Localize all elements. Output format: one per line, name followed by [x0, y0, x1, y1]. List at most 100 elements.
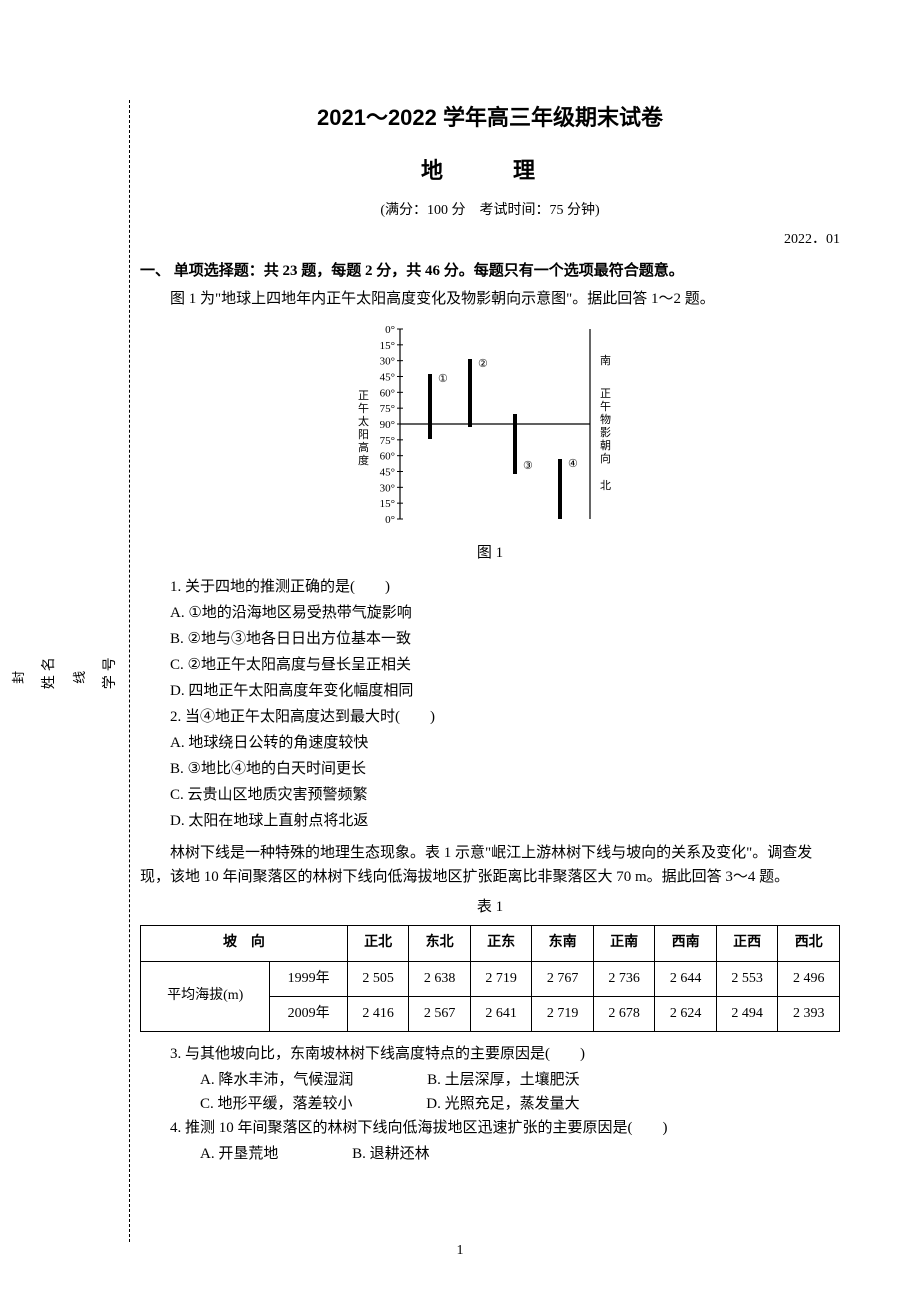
q2-option-b: B. ③地比④地的白天时间更长: [140, 757, 840, 781]
point-3-label: ③: [523, 460, 533, 472]
table-row: 平均海拔(m) 1999年 2 505 2 638 2 719 2 767 2 …: [141, 961, 840, 996]
svg-text:30°: 30°: [380, 482, 395, 494]
q3-options-row1: A. 降水丰沛，气候湿润 B. 土层深厚，土壤肥沃: [140, 1068, 840, 1092]
binding-seal-xian: 线: [70, 658, 91, 683]
ylabel-left-6: 度: [358, 453, 369, 467]
th-nw: 西北: [778, 926, 840, 961]
q3-option-b: B. 土层深厚，土壤肥沃: [397, 1068, 580, 1092]
figure1-intro: 图 1 为"地球上四地年内正午太阳高度变化及物影朝向示意图"。据此回答 1～2 …: [140, 287, 840, 311]
th-se: 东南: [532, 926, 594, 961]
ylabel-left-1: 正: [358, 390, 369, 402]
table1-caption: 表 1: [140, 895, 840, 919]
th-w: 正西: [716, 926, 778, 961]
q3-options-row2: C. 地形平缓，落差较小 D. 光照充足，蒸发量大: [140, 1092, 840, 1116]
passage-2: 林树下线是一种特殊的地理生态现象。表 1 示意"岷江上游林树下线与坡向的关系及变…: [140, 841, 840, 889]
table-header-row: 坡 向 正北 东北 正东 东南 正南 西南 正西 西北: [141, 926, 840, 961]
q1-option-b: B. ②地与③地各日日出方位基本一致: [140, 627, 840, 651]
td-cell: 2 553: [716, 961, 778, 996]
q1-option-d: D. 四地正午太阳高度年变化幅度相同: [140, 679, 840, 703]
svg-text:15°: 15°: [380, 340, 395, 352]
td-cell: 2 496: [778, 961, 840, 996]
ylabel-right-m1: 正: [600, 388, 611, 400]
td-cell: 2 505: [347, 961, 409, 996]
td-cell: 2 624: [655, 996, 717, 1031]
td-cell: 2 393: [778, 996, 840, 1031]
td-cell: 2 719: [532, 996, 594, 1031]
q1-option-a: A. ①地的沿海地区易受热带气旋影响: [140, 601, 840, 625]
td-cell: 2 638: [409, 961, 471, 996]
ylabel-left-3: 太: [358, 415, 369, 428]
td-cell: 2 644: [655, 961, 717, 996]
figure1-caption: 图 1: [140, 541, 840, 565]
td-cell: 2 494: [716, 996, 778, 1031]
th-s: 正南: [593, 926, 655, 961]
q1-option-c: C. ②地正午太阳高度与昼长呈正相关: [140, 653, 840, 677]
section-1-header: 一、 单项选择题：共 23 题，每题 2 分，共 46 分。每题只有一个选项最符…: [140, 259, 840, 283]
point-1-label: ①: [438, 373, 448, 385]
th-e: 正东: [470, 926, 532, 961]
svg-text:75°: 75°: [380, 403, 395, 415]
q3-stem: 3. 与其他坡向比，东南坡林树下线高度特点的主要原因是( ): [140, 1042, 840, 1066]
th-sw: 西南: [655, 926, 717, 961]
point-4-label: ④: [568, 458, 578, 470]
svg-text:30°: 30°: [380, 356, 395, 368]
q3-option-c: C. 地形平缓，落差较小: [170, 1092, 353, 1116]
svg-text:60°: 60°: [380, 387, 395, 399]
q4-options-row1: A. 开垦荒地 B. 退耕还林: [140, 1142, 840, 1166]
svg-text:0°: 0°: [385, 324, 395, 336]
ylabel-right-m6: 向: [600, 451, 611, 465]
th-aspect: 坡 向: [141, 926, 348, 961]
q2-stem: 2. 当④地正午太阳高度达到最大时( ): [140, 705, 840, 729]
page-number: 1: [0, 1240, 920, 1262]
ylabel-left-2: 午: [358, 402, 369, 415]
q2-option-c: C. 云贵山区地质灾害预警频繁: [140, 783, 840, 807]
q2-option-a: A. 地球绕日公转的角速度较快: [140, 731, 840, 755]
svg-text:90°: 90°: [380, 419, 395, 431]
ylabel-left-4: 阳: [358, 428, 369, 441]
td-cell: 2 416: [347, 996, 409, 1031]
td-cell: 2 641: [470, 996, 532, 1031]
q4-option-b: B. 退耕还林: [322, 1142, 430, 1166]
th-n: 正北: [347, 926, 409, 961]
td-year-1999: 1999年: [270, 961, 347, 996]
svg-text:15°: 15°: [380, 498, 395, 510]
q4-stem: 4. 推测 10 年间聚落区的林树下线向低海拔地区迅速扩张的主要原因是( ): [140, 1116, 840, 1140]
svg-text:0°: 0°: [385, 514, 395, 526]
td-cell: 2 767: [532, 961, 594, 996]
ylabel-left-5: 高: [358, 440, 369, 454]
q1-stem: 1. 关于四地的推测正确的是( ): [140, 575, 840, 599]
ylabel-right-m4: 影: [600, 426, 611, 439]
ylabel-right-bot: 北: [600, 479, 611, 492]
binding-margin: 学号 线 姓名 封 班级 密 学校 区县: [80, 100, 130, 1242]
td-cell: 2 567: [409, 996, 471, 1031]
exam-date: 2022．01: [140, 229, 840, 251]
td-cell: 2 736: [593, 961, 655, 996]
exam-meta: (满分：100 分 考试时间：75 分钟): [140, 200, 840, 222]
q4-option-a: A. 开垦荒地: [170, 1142, 278, 1166]
ylabel-right-m2: 午: [600, 400, 611, 413]
th-ne: 东北: [409, 926, 471, 961]
subject-title: 地 理: [140, 153, 840, 188]
ylabel-right-top: 南: [600, 354, 611, 367]
svg-text:45°: 45°: [380, 372, 395, 384]
binding-label-xuehao: 学号: [100, 653, 122, 689]
q3-option-d: D. 光照充足，蒸发量大: [396, 1092, 579, 1116]
td-rowgroup: 平均海拔(m): [141, 961, 270, 1032]
figure1-chart: 0° 15° 30° 45° 60° 75° 90° 75° 60° 45° 30° 15° 0° 正…: [330, 319, 650, 529]
point-2-label: ②: [478, 358, 488, 370]
svg-text:60°: 60°: [380, 451, 395, 463]
figure1-container: 0° 15° 30° 45° 60° 75° 90° 75° 60° 45° 30° 15° 0° 正…: [140, 319, 840, 565]
q2-option-d: D. 太阳在地球上直射点将北返: [140, 809, 840, 833]
svg-text:45°: 45°: [380, 467, 395, 479]
exam-title: 2021～2022 学年高三年级期末试卷: [140, 100, 840, 135]
svg-text:75°: 75°: [380, 435, 395, 447]
td-cell: 2 678: [593, 996, 655, 1031]
binding-seal-feng: 封: [9, 658, 30, 683]
td-year-2009: 2009年: [270, 996, 347, 1031]
q3-option-a: A. 降水丰沛，气候湿润: [170, 1068, 353, 1092]
table-1: 坡 向 正北 东北 正东 东南 正南 西南 正西 西北 平均海拔(m) 1999…: [140, 925, 840, 1032]
binding-label-name: 姓名: [39, 653, 61, 689]
td-cell: 2 719: [470, 961, 532, 996]
ylabel-right-m3: 物: [600, 412, 611, 426]
ylabel-right-m5: 朝: [600, 439, 611, 452]
